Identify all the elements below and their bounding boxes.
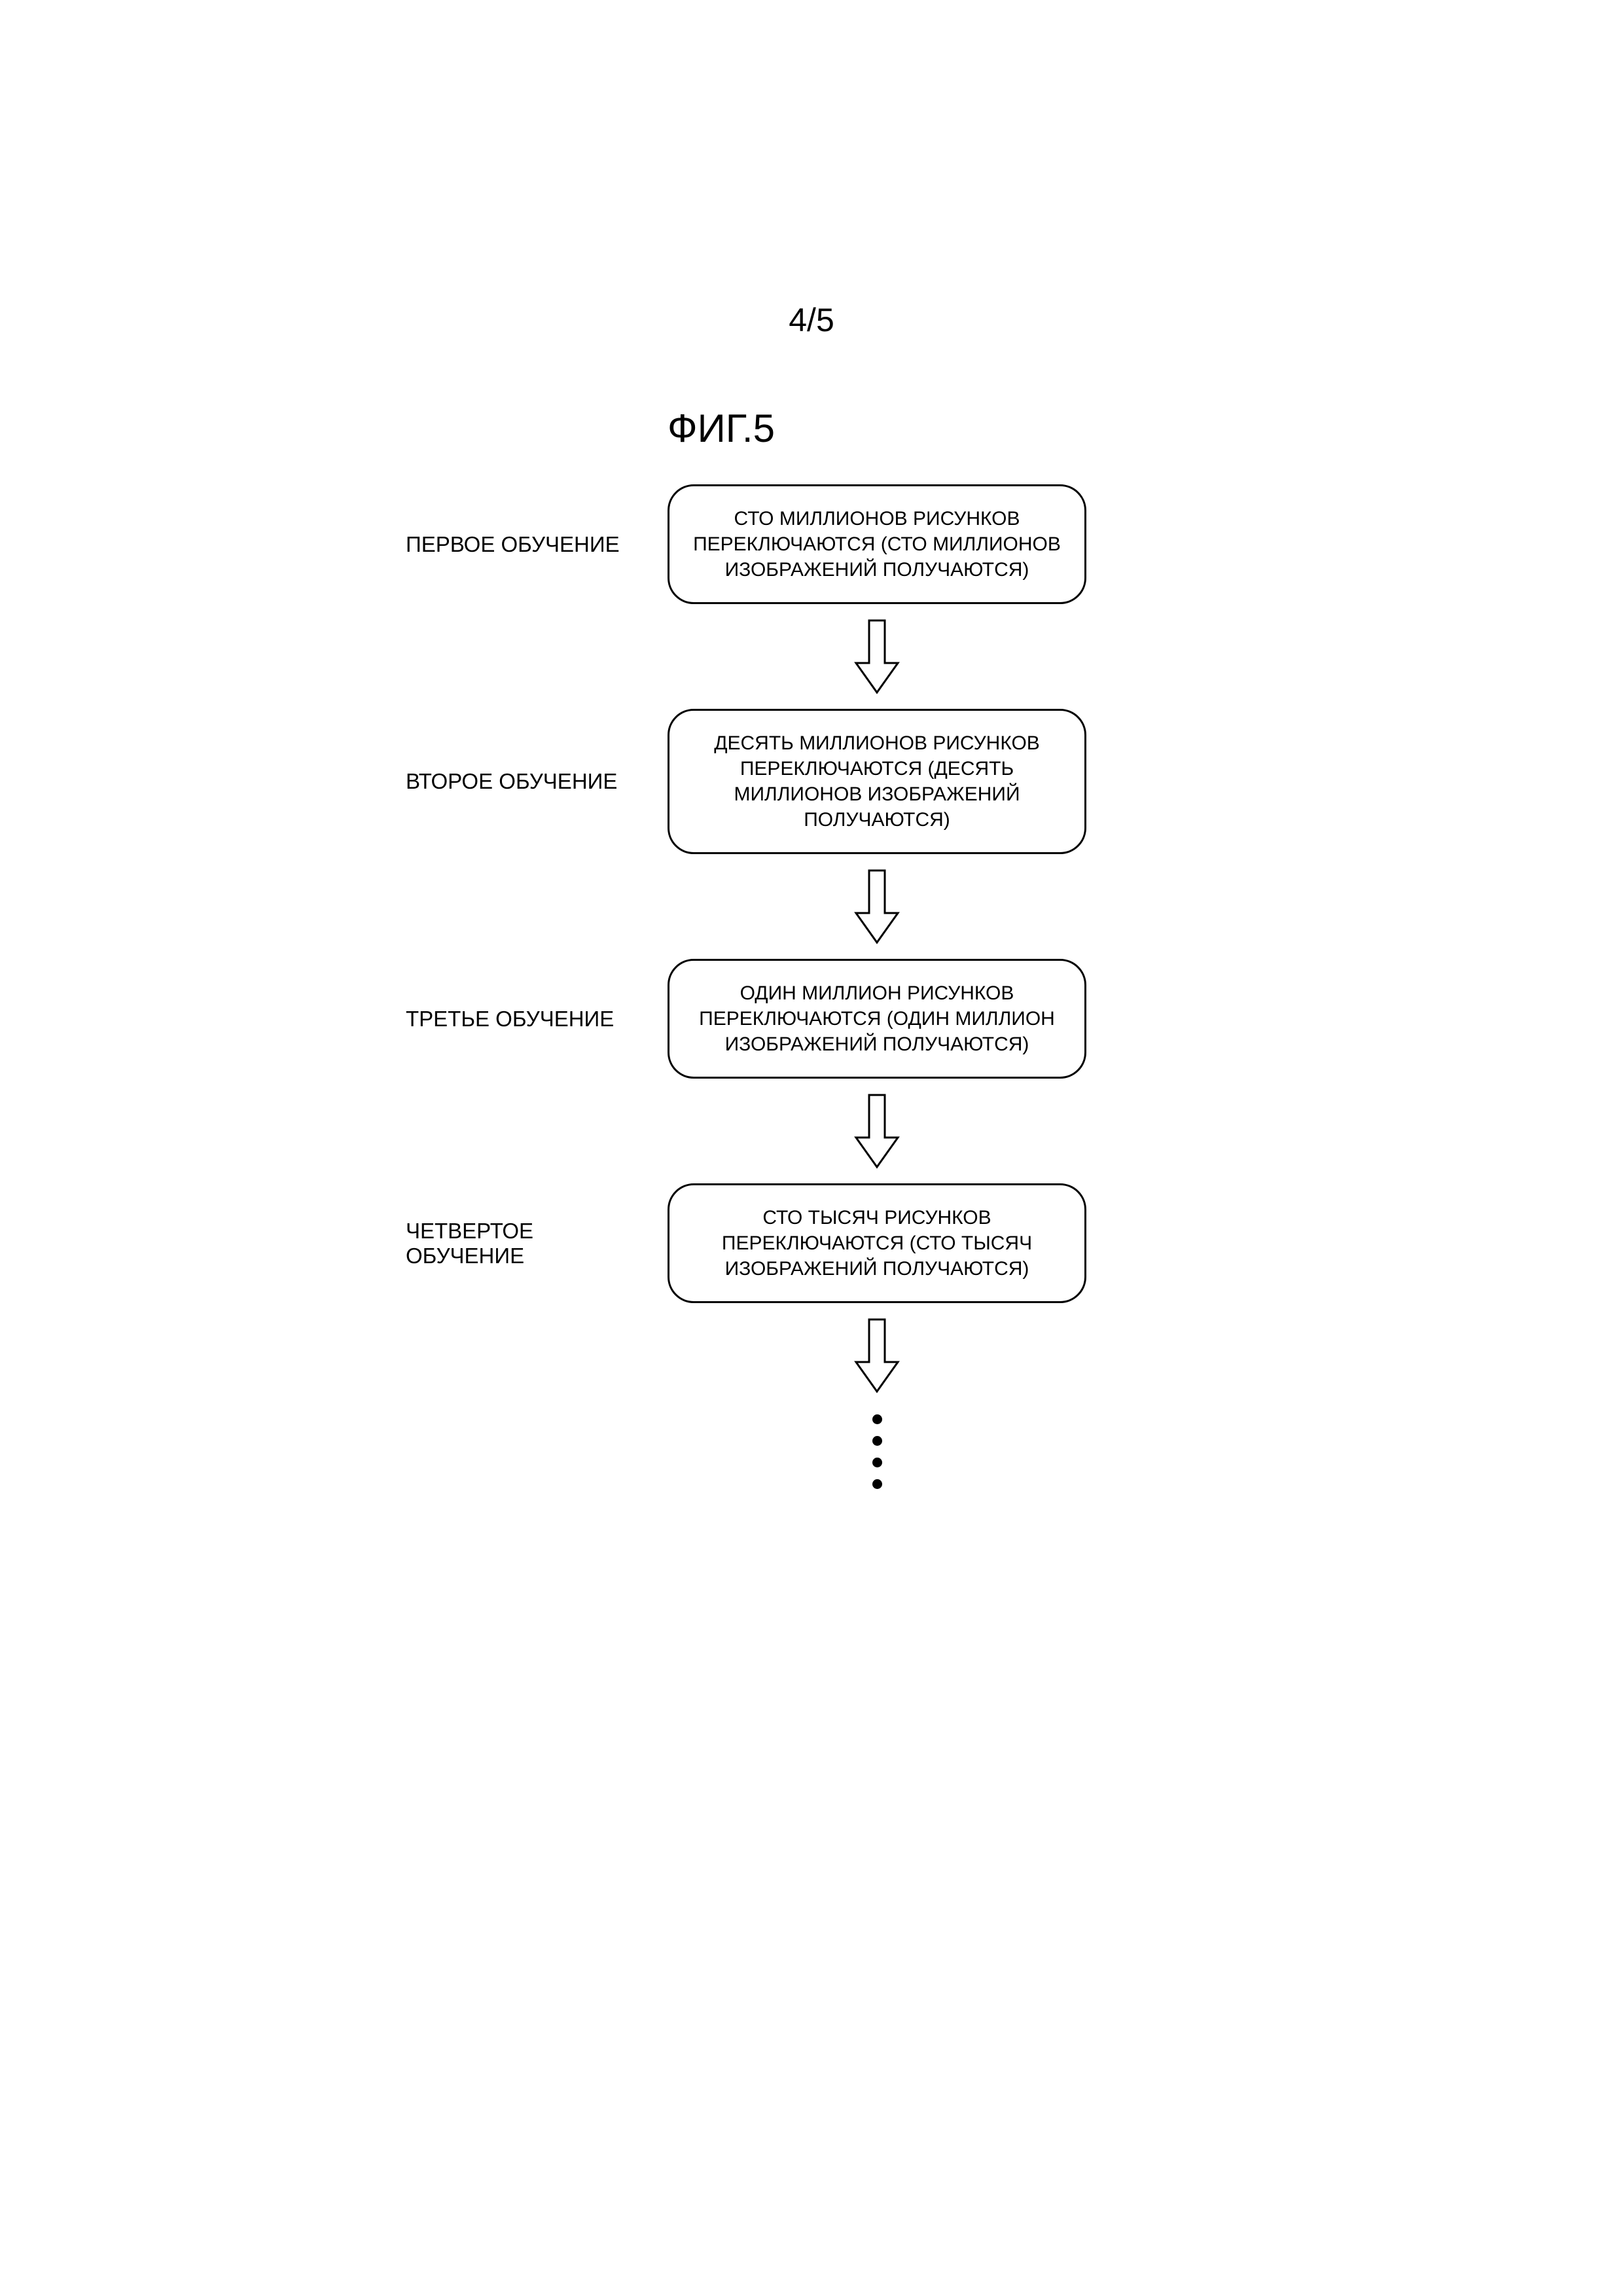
- arrow-down-icon: [851, 1092, 903, 1170]
- arrow-container: [668, 1303, 1086, 1408]
- step-row: ПЕРВОЕ ОБУЧЕНИЕ СТО МИЛЛИОНОВ РИСУНКОВ П…: [406, 484, 1270, 604]
- arrow-down-icon: [851, 867, 903, 946]
- arrow-container: [668, 604, 1086, 709]
- arrow-down-icon: [851, 1316, 903, 1395]
- dot-icon: [872, 1414, 882, 1424]
- dot-icon: [872, 1458, 882, 1467]
- step-label: ЧЕТВЕРТОЕ ОБУЧЕНИЕ: [406, 1219, 668, 1268]
- step-row: ТРЕТЬЕ ОБУЧЕНИЕ ОДИН МИЛЛИОН РИСУНКОВ ПЕ…: [406, 959, 1270, 1079]
- step-box: ОДИН МИЛЛИОН РИСУНКОВ ПЕРЕКЛЮЧАЮТСЯ (ОДИ…: [668, 959, 1086, 1079]
- step-label: ТРЕТЬЕ ОБУЧЕНИЕ: [406, 1007, 668, 1031]
- step-label: ПЕРВОЕ ОБУЧЕНИЕ: [406, 532, 668, 557]
- dot-icon: [872, 1479, 882, 1489]
- arrow-down-icon: [851, 617, 903, 696]
- flowchart: ПЕРВОЕ ОБУЧЕНИЕ СТО МИЛЛИОНОВ РИСУНКОВ П…: [406, 484, 1270, 1489]
- step-label: ВТОРОЕ ОБУЧЕНИЕ: [406, 769, 668, 794]
- page-number: 4/5: [789, 301, 834, 339]
- continuation-dots: [668, 1408, 1086, 1489]
- step-row: ВТОРОЕ ОБУЧЕНИЕ ДЕСЯТЬ МИЛЛИОНОВ РИСУНКО…: [406, 709, 1270, 854]
- figure-title: ФИГ.5: [668, 406, 775, 451]
- dot-icon: [872, 1436, 882, 1446]
- arrow-container: [668, 1079, 1086, 1183]
- step-box: СТО МИЛЛИОНОВ РИСУНКОВ ПЕРЕКЛЮЧАЮТСЯ (СТ…: [668, 484, 1086, 604]
- arrow-container: [668, 854, 1086, 959]
- step-row: ЧЕТВЕРТОЕ ОБУЧЕНИЕ СТО ТЫСЯЧ РИСУНКОВ ПЕ…: [406, 1183, 1270, 1303]
- step-box: СТО ТЫСЯЧ РИСУНКОВ ПЕРЕКЛЮЧАЮТСЯ (СТО ТЫ…: [668, 1183, 1086, 1303]
- step-box: ДЕСЯТЬ МИЛЛИОНОВ РИСУНКОВ ПЕРЕКЛЮЧАЮТСЯ …: [668, 709, 1086, 854]
